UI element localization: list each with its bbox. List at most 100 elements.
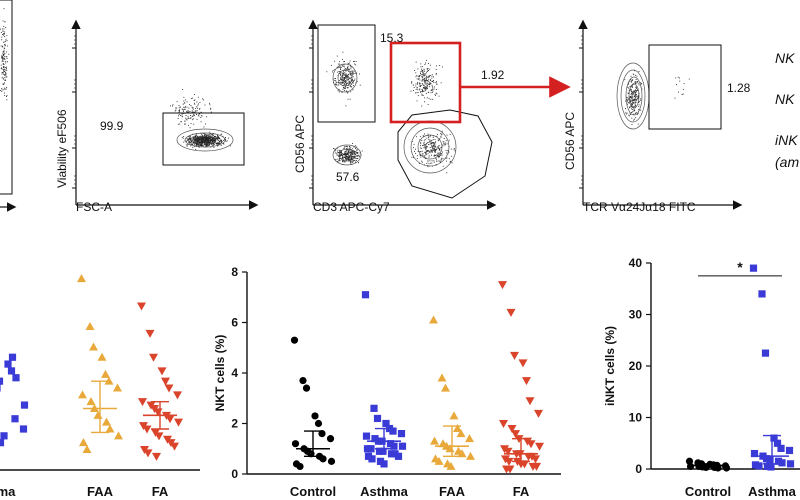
flow-event xyxy=(344,74,346,76)
flow-event xyxy=(204,136,206,137)
flow-event xyxy=(207,137,208,138)
flow-event xyxy=(433,86,435,88)
category-label: FAA xyxy=(439,484,466,499)
flow-event xyxy=(3,33,5,34)
flow-event xyxy=(630,97,632,98)
flow-event xyxy=(345,88,346,90)
flow-event xyxy=(215,141,216,143)
flow-event xyxy=(4,53,6,54)
flow-event xyxy=(353,151,354,153)
flow-event xyxy=(190,117,192,119)
data-point xyxy=(505,465,515,474)
flow-event xyxy=(418,78,419,80)
data-point xyxy=(367,445,375,453)
flow-event xyxy=(429,149,431,151)
flow-event xyxy=(352,82,354,84)
flow-event xyxy=(345,84,347,86)
p3-contour xyxy=(341,74,349,82)
flow-event xyxy=(347,98,349,100)
flow-event xyxy=(332,70,334,71)
flow-event xyxy=(212,139,213,140)
flow-event xyxy=(438,149,440,151)
flow-event xyxy=(430,149,432,151)
flow-event xyxy=(449,134,451,135)
flow-event xyxy=(212,137,213,139)
flow-event xyxy=(433,155,435,157)
flow-event xyxy=(429,151,431,152)
flow-event xyxy=(438,148,440,149)
flow-event xyxy=(634,96,635,97)
flow-event xyxy=(436,65,437,67)
flow-event xyxy=(4,79,6,81)
flow-event xyxy=(206,136,208,138)
flow-event xyxy=(627,102,629,104)
flow-event xyxy=(416,136,417,138)
flow-event xyxy=(431,89,433,91)
flow-event xyxy=(436,149,438,151)
flow-event xyxy=(632,94,634,96)
flow-event xyxy=(435,146,437,148)
flow-event xyxy=(213,144,214,146)
flow-event xyxy=(211,142,213,143)
flow-event xyxy=(210,135,212,137)
flow-event xyxy=(181,113,183,115)
flow-event xyxy=(192,115,194,117)
flow-event xyxy=(196,141,198,142)
flow-event xyxy=(208,136,210,138)
flow-event xyxy=(637,81,639,82)
flow-event xyxy=(199,138,201,139)
flow-event xyxy=(335,80,337,82)
flow-event xyxy=(212,140,214,141)
flow-event xyxy=(5,80,6,81)
flow-event xyxy=(434,143,436,145)
flow-event xyxy=(344,82,346,84)
flow-event xyxy=(341,153,343,155)
flow-event xyxy=(343,148,345,150)
flow-event xyxy=(345,149,347,151)
flow-event xyxy=(193,114,195,115)
flow-event xyxy=(197,143,198,145)
flow-event xyxy=(206,144,208,146)
flow-event xyxy=(340,157,342,159)
flow-event xyxy=(416,92,418,94)
flow-event xyxy=(345,80,346,81)
flow-event xyxy=(186,144,188,146)
data-point xyxy=(498,281,507,290)
flow-event xyxy=(195,110,197,112)
flow-event xyxy=(413,143,415,145)
flow-event xyxy=(202,145,204,146)
data-point xyxy=(749,264,758,272)
flow-event xyxy=(430,162,432,164)
data-point xyxy=(525,397,535,406)
flow-event xyxy=(345,146,347,147)
data-point xyxy=(531,455,540,464)
data-point xyxy=(89,342,98,351)
flow-event xyxy=(633,98,635,100)
flow-event xyxy=(353,70,355,72)
flow-event xyxy=(440,82,442,84)
flow-event xyxy=(342,72,343,74)
flow-event xyxy=(206,145,208,147)
flow-event xyxy=(337,161,338,162)
flow-event xyxy=(421,89,423,91)
flow-event xyxy=(340,154,341,156)
flow-event xyxy=(5,74,7,76)
flow-event xyxy=(194,111,196,113)
flow-event xyxy=(630,93,632,95)
flow-event xyxy=(200,137,201,139)
flow-event xyxy=(628,115,630,117)
flow-event xyxy=(4,73,6,75)
flow-event xyxy=(630,75,632,77)
flow-event xyxy=(203,134,205,136)
flow-event xyxy=(346,76,348,78)
flow-event xyxy=(428,156,430,158)
flow-event xyxy=(425,86,427,88)
flow-event xyxy=(631,100,633,101)
flow-event xyxy=(202,136,204,138)
flow-event xyxy=(337,71,339,73)
flow-event xyxy=(422,90,423,91)
flow-event xyxy=(433,145,435,147)
flow-event xyxy=(446,172,448,174)
flow-event xyxy=(630,88,632,90)
